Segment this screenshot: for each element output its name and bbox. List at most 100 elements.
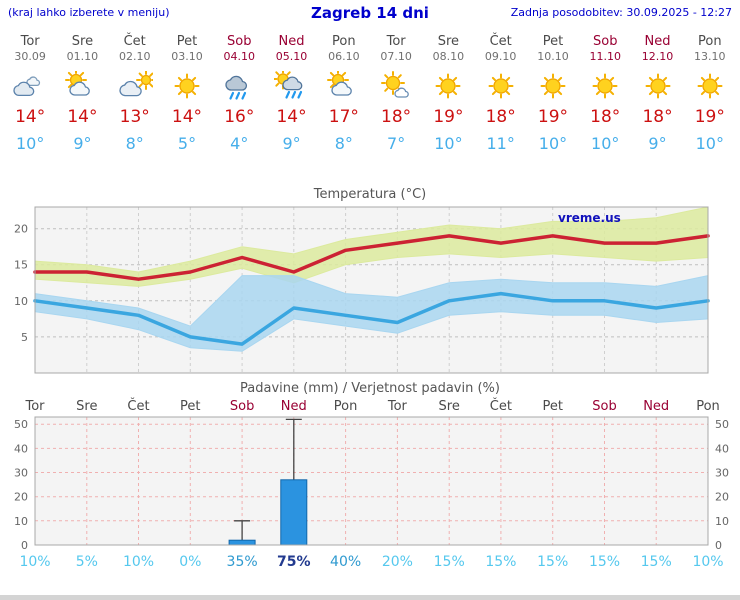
day-date: 09.10	[484, 50, 517, 63]
day-name: Ned	[644, 34, 671, 49]
day-name: Ned	[278, 34, 305, 49]
precipitation-chart: Tor Sre Čet Pet Sob Ned Pon Tor Sre Čet Pet Sob Ned P…	[0, 397, 740, 573]
day-low-temp: 10°	[538, 134, 568, 153]
day-high-temp: 19°	[537, 107, 569, 127]
svg-text:Ned: Ned	[281, 399, 307, 414]
day-date: 12.10	[641, 50, 674, 63]
day-low-temp: 10°	[15, 134, 45, 153]
svg-text:10%: 10%	[19, 554, 50, 570]
svg-text:15%: 15%	[434, 554, 465, 570]
day-column-sob-04.10: Sob 04.10 16° 4°	[213, 34, 265, 153]
day-high-temp: 19°	[694, 107, 725, 127]
day-high-temp: 18°	[590, 107, 621, 127]
day-name: Pet	[542, 34, 564, 49]
day-low-temp: 4°	[230, 134, 249, 153]
day-date: 04.10	[223, 50, 256, 63]
day-date: 13.10	[694, 50, 726, 63]
temp-chart-title: Temperatura (°C)	[313, 187, 427, 202]
day-name: Sre	[437, 34, 460, 49]
day-column-čet-02.10: Čet 02.10 13° 8°	[109, 34, 161, 153]
sunny-icon	[579, 71, 631, 103]
day-name: Tor	[386, 34, 406, 49]
svg-text:40%: 40%	[330, 554, 361, 570]
svg-text:Tor: Tor	[24, 399, 45, 414]
day-low-temp: 9°	[282, 134, 301, 153]
footer-strip	[0, 595, 740, 600]
day-low-temp: 5°	[177, 134, 197, 153]
day-high-temp: 17°	[328, 107, 359, 127]
partly-cloudy-icon	[56, 69, 108, 103]
svg-text:Sre: Sre	[439, 399, 460, 414]
svg-text:15%: 15%	[641, 554, 672, 570]
day-date: 03.10	[171, 50, 203, 63]
day-low-temp: 11°	[486, 134, 515, 153]
mostly-cloudy-icon	[109, 70, 161, 103]
watermark-link[interactable]: vreme.us	[558, 211, 621, 225]
sun-rain-icon	[265, 68, 317, 103]
sunny-icon	[161, 71, 213, 103]
day-column-tor-30.09: Tor 30.09 14° 10°	[4, 34, 56, 153]
day-date: 01.10	[66, 50, 99, 63]
day-high-temp: 19°	[433, 107, 464, 127]
svg-text:15%: 15%	[485, 554, 516, 570]
svg-text:75%: 75%	[277, 554, 311, 570]
svg-text:0: 0	[715, 539, 722, 552]
day-high-temp: 18°	[642, 107, 673, 127]
location-hint: (kraj lahko izberete v meniju)	[8, 6, 170, 19]
cloudy-icon	[4, 71, 56, 103]
day-name: Sob	[593, 34, 618, 49]
rain-icon	[213, 71, 265, 103]
svg-text:Pet: Pet	[542, 399, 562, 414]
sunny-icon	[631, 71, 683, 103]
svg-text:35%: 35%	[227, 554, 258, 570]
svg-text:40: 40	[715, 442, 729, 455]
day-name: Tor	[20, 34, 40, 49]
svg-text:15%: 15%	[537, 554, 568, 570]
day-column-ned-05.10: Ned 05.10 14° 9°	[265, 34, 317, 153]
day-name: Pon	[698, 34, 722, 49]
day-low-temp: 8°	[125, 134, 144, 153]
day-high-temp: 18°	[381, 107, 412, 127]
svg-text:Pon: Pon	[696, 399, 720, 414]
svg-text:10: 10	[14, 295, 28, 308]
svg-text:0: 0	[21, 539, 28, 552]
day-column-ned-12.10: Ned 12.10 18° 9°	[631, 34, 683, 153]
day-low-temp: 10°	[591, 134, 620, 153]
svg-text:10: 10	[715, 515, 729, 528]
day-column-pon-06.10: Pon 06.10 17° 8°	[318, 34, 370, 153]
day-column-pon-13.10: Pon 13.10 19° 10°	[684, 34, 736, 153]
svg-text:40: 40	[14, 442, 28, 455]
svg-text:Ned: Ned	[643, 399, 669, 414]
day-date: 08.10	[432, 50, 465, 63]
svg-text:Sob: Sob	[230, 399, 254, 414]
day-low-temp: 9°	[73, 134, 92, 153]
svg-text:30: 30	[14, 467, 28, 480]
svg-text:15: 15	[14, 259, 28, 272]
day-high-temp: 16°	[224, 107, 255, 127]
day-date: 02.10	[118, 50, 151, 63]
day-column-pet-10.10: Pet 10.10 19° 10°	[527, 34, 579, 153]
day-high-temp: 13°	[119, 107, 150, 127]
day-name: Pon	[332, 34, 356, 49]
temperature-chart: 5 10 15 20 vreme.us	[0, 203, 740, 379]
svg-text:Sre: Sre	[76, 399, 97, 414]
day-low-temp: 7°	[387, 134, 406, 153]
day-column-tor-07.10: Tor 07.10 18° 7°	[370, 34, 422, 153]
day-column-sre-01.10: Sre 01.10 14° 9°	[56, 34, 108, 153]
mostly-sunny-icon	[370, 71, 422, 103]
day-low-temp: 8°	[334, 134, 353, 153]
day-date: 11.10	[589, 50, 621, 63]
sunny-icon	[422, 71, 474, 103]
day-high-temp: 18°	[485, 107, 516, 127]
svg-text:Tor: Tor	[387, 399, 408, 414]
day-column-čet-09.10: Čet 09.10 18° 11°	[475, 34, 527, 153]
header: (kraj lahko izberete v meniju) Zagreb 14…	[0, 0, 740, 26]
partly-cloudy-icon	[318, 69, 370, 103]
day-name: Čet	[123, 34, 146, 49]
svg-text:Pon: Pon	[334, 399, 358, 414]
forecast-strip: Tor 30.09 14° 10° Sre 01.10 14° 9° Čet 02.10 13° 8°…	[0, 26, 740, 153]
svg-text:15%: 15%	[589, 554, 620, 570]
day-name: Sre	[71, 34, 94, 49]
day-date: 07.10	[380, 50, 412, 63]
day-low-temp: 9°	[648, 134, 667, 153]
